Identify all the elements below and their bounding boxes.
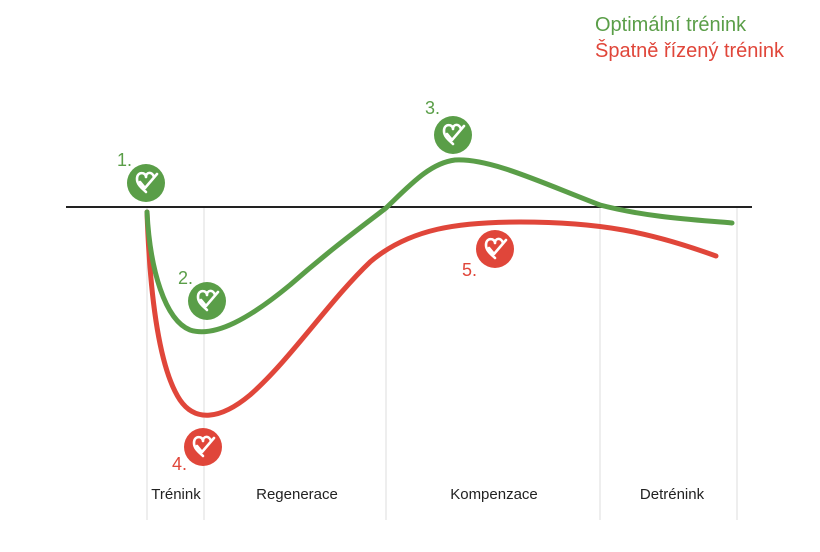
poor-training-curve [144, 209, 719, 418]
marker-number: 1. [117, 150, 132, 170]
phase-label-regenerace: Regenerace [256, 486, 338, 503]
heart-check-icon [442, 123, 466, 146]
marker-5: 5. [462, 230, 514, 280]
marker-4: 4. [172, 428, 222, 474]
phase-label-kompenzace: Kompenzace [450, 486, 538, 503]
marker-badge [127, 164, 165, 202]
marker-badge [476, 230, 514, 268]
marker-3: 3. [425, 98, 472, 154]
marker-1: 1. [117, 150, 165, 202]
phase-label-trenink: Trénink [151, 486, 201, 503]
legend-optimal: Optimální trénink [595, 14, 747, 36]
marker-number: 3. [425, 98, 440, 118]
heart-check-icon [196, 289, 220, 312]
marker-number: 2. [178, 268, 193, 288]
optimal-training-curve [144, 157, 735, 335]
marker-number: 5. [462, 260, 477, 280]
marker-badge [434, 116, 472, 154]
heart-check-icon [192, 435, 216, 458]
marker-badge [184, 428, 222, 466]
heart-check-icon [484, 237, 508, 260]
phase-label-detrenink: Detrénink [640, 486, 705, 503]
marker-badge [188, 282, 226, 320]
heart-check-icon [135, 171, 159, 194]
legend-poor: Špatně řízený trénink [595, 40, 784, 62]
marker-number: 4. [172, 454, 187, 474]
legend: Optimální trénink Špatně řízený trénink [595, 12, 784, 64]
marker-2: 2. [178, 268, 226, 320]
